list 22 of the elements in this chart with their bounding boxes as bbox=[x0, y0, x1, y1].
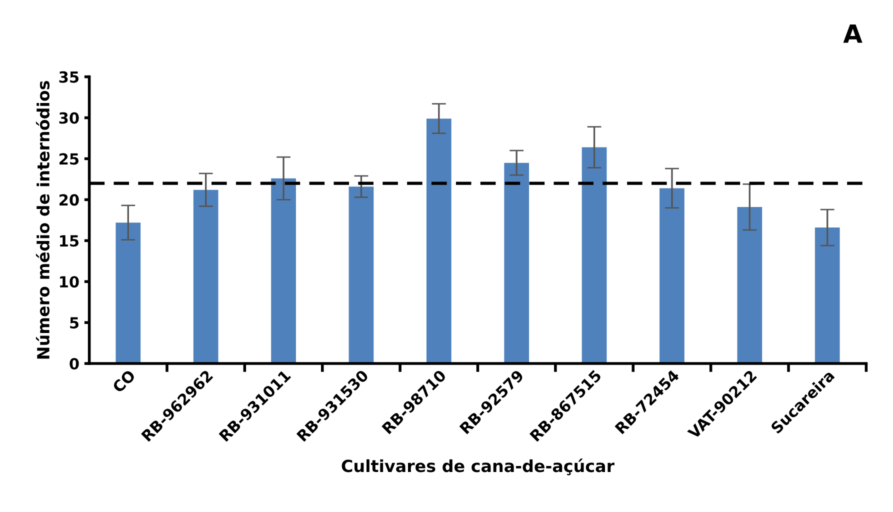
bar bbox=[737, 207, 762, 364]
bar bbox=[193, 190, 218, 364]
bar bbox=[582, 147, 607, 364]
y-tick-label: 25 bbox=[60, 153, 79, 165]
y-tick-label: 10 bbox=[60, 276, 79, 288]
bar bbox=[504, 162, 530, 364]
bar bbox=[348, 186, 374, 364]
x-axis-title: Cultivares de cana-de-açúcar bbox=[342, 458, 614, 476]
y-tick-label: 15 bbox=[60, 235, 79, 247]
y-tick-label: 5 bbox=[70, 317, 79, 329]
x-tick-label: CO bbox=[112, 369, 136, 394]
text: A bbox=[843, 24, 862, 43]
y-axis-title: Número médio de internódios bbox=[36, 80, 50, 359]
y-tick-label: 30 bbox=[59, 112, 79, 124]
bar bbox=[660, 188, 684, 364]
y-tick-label: 35 bbox=[59, 71, 79, 83]
bar bbox=[426, 118, 452, 364]
y-tick-label: 0 bbox=[70, 358, 79, 370]
bar bbox=[271, 178, 296, 364]
bar bbox=[814, 228, 840, 364]
bar bbox=[116, 222, 141, 364]
y-tick-label: 20 bbox=[60, 194, 79, 206]
